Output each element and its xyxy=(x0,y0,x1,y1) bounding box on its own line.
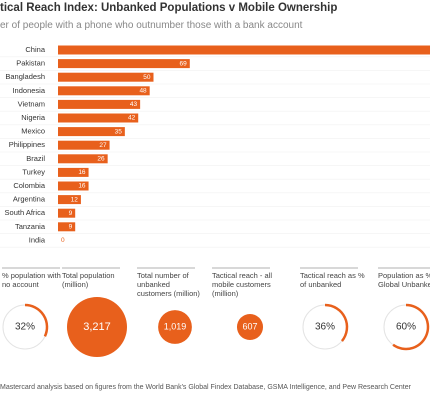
value-label: 9 xyxy=(69,224,73,231)
y-tick-label: Brazil xyxy=(26,154,45,163)
value-label: 35 xyxy=(115,128,123,135)
bar xyxy=(58,167,89,177)
y-tick-label: Mexico xyxy=(21,127,45,136)
stat-label: Total number of unbanked customers (mill… xyxy=(137,271,200,298)
y-tick-label: Pakistan xyxy=(16,59,45,68)
stat-label: Tactical reach - all mobile customers (m… xyxy=(212,271,273,298)
bar xyxy=(58,154,108,164)
y-tick-label: Vietnam xyxy=(18,99,45,108)
y-tick-label: Colombia xyxy=(13,181,46,190)
y-tick-label: Indonesia xyxy=(12,86,45,95)
value-label: 50 xyxy=(143,74,151,81)
value-label: 43 xyxy=(130,101,138,108)
y-tick-label: Turkey xyxy=(22,167,45,176)
bar xyxy=(58,45,430,55)
y-tick-label: Argentina xyxy=(13,195,46,204)
value-label: 16 xyxy=(78,183,86,190)
chart-subtitle: er of people with a phone who outnumber … xyxy=(0,20,303,31)
bar xyxy=(58,72,154,82)
value-label: 27 xyxy=(99,142,107,149)
stat-value: 1,019 xyxy=(164,321,187,331)
bar xyxy=(58,195,81,205)
y-tick-label: China xyxy=(25,45,45,54)
y-tick-label: India xyxy=(29,235,46,244)
disc xyxy=(236,313,264,341)
value-label: 69 xyxy=(180,60,188,67)
value-label: 12 xyxy=(71,196,79,203)
value-label: 42 xyxy=(128,115,136,122)
bar xyxy=(58,222,76,232)
stat-label: Population as % of Global Unbanked xyxy=(378,271,430,289)
stat-label: Tactical reach as % of unbanked xyxy=(300,271,365,289)
value-label: 9 xyxy=(69,210,73,217)
y-tick-label: Philippines xyxy=(9,140,46,149)
stat-value: 32% xyxy=(15,322,35,333)
stat-value: 607 xyxy=(242,321,257,331)
stat-label: % population with no account xyxy=(2,271,61,289)
bar xyxy=(58,99,141,109)
chart-title: tical Reach Index: Unbanked Populations … xyxy=(0,2,338,14)
footer: Mastercard analysis based on figures fro… xyxy=(0,384,411,391)
value-label: 16 xyxy=(78,169,86,176)
value-label: 26 xyxy=(97,156,105,163)
bar xyxy=(58,59,190,69)
value-label: 0 xyxy=(61,237,65,244)
ring-arc xyxy=(324,303,349,342)
bar xyxy=(58,86,150,96)
ring-arc xyxy=(392,303,430,351)
y-tick-label: Bangladesh xyxy=(5,72,45,81)
bar xyxy=(58,181,89,191)
bar xyxy=(58,127,125,137)
y-tick-label: Tanzania xyxy=(15,222,46,231)
y-tick-label: South Africa xyxy=(5,208,46,217)
y-tick-label: Nigeria xyxy=(21,113,46,122)
value-label: 48 xyxy=(139,88,147,95)
bar xyxy=(58,113,139,123)
stat-value: 36% xyxy=(315,322,335,333)
stat-value: 3,217 xyxy=(83,321,111,333)
bar xyxy=(58,208,76,218)
stat-label: Total population (million) xyxy=(62,271,115,289)
bar xyxy=(58,140,110,150)
stat-value: 60% xyxy=(396,322,416,333)
ring-arc xyxy=(24,303,49,337)
disc xyxy=(67,297,127,357)
disc xyxy=(158,310,192,344)
